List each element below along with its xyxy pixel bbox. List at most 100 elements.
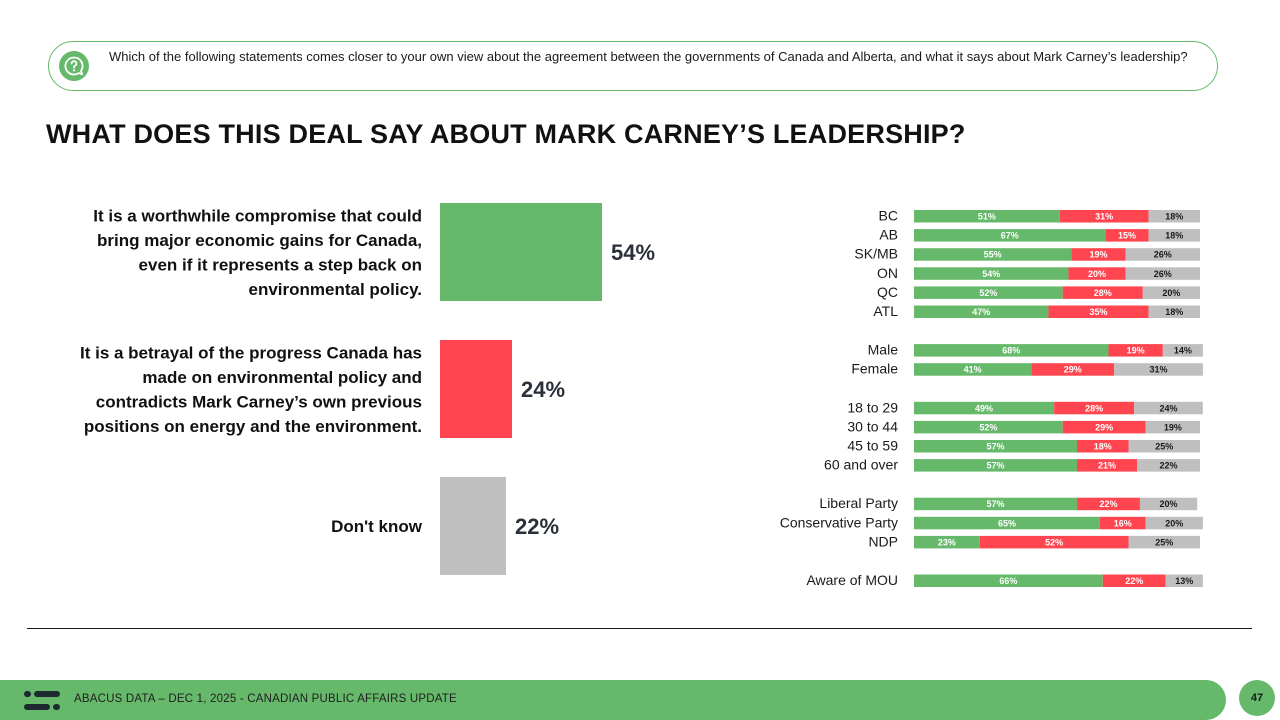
segment-2-1-0 xyxy=(914,420,1063,434)
demographic-breakdown-chart: BC 51% 31% 18% AB 67% 15% 18% SK/MB 55% 19% 26% ON 54… xyxy=(780,208,1203,588)
segment-label-0-4-0: 52% xyxy=(979,288,997,298)
segment-label-3-0-2: 20% xyxy=(1160,499,1178,509)
question-bubble-icon xyxy=(59,51,89,81)
row-label-3-2: NDP xyxy=(868,533,898,549)
segment-label-0-5-0: 47% xyxy=(972,307,990,317)
segment-3-1-2 xyxy=(1145,516,1203,530)
segment-3-1-0 xyxy=(914,516,1100,530)
segment-2-1-2 xyxy=(1145,420,1200,434)
segment-label-3-1-2: 20% xyxy=(1165,518,1183,528)
row-label-0-0: BC xyxy=(879,208,898,224)
segment-2-1-1 xyxy=(1062,420,1146,434)
segment-label-2-3-1: 21% xyxy=(1098,461,1116,471)
segment-0-1-1 xyxy=(1105,229,1149,242)
segment-label-2-0-0: 49% xyxy=(975,403,993,413)
segment-label-0-2-2: 26% xyxy=(1154,250,1172,260)
segment-label-1-0-2: 14% xyxy=(1174,346,1192,356)
segment-0-1-2 xyxy=(1148,229,1200,242)
segment-label-2-2-2: 25% xyxy=(1155,442,1173,452)
segment-3-0-2 xyxy=(1139,497,1198,511)
segment-label-4-0-0: 66% xyxy=(999,576,1017,586)
segment-0-5-2 xyxy=(1148,305,1200,318)
segment-label-3-2-1: 52% xyxy=(1045,537,1063,547)
segment-0-3-2 xyxy=(1125,267,1200,280)
overall-category-label-2: Don't know xyxy=(331,517,423,536)
segment-label-4-0-2: 13% xyxy=(1175,576,1193,586)
segment-label-1-0-0: 68% xyxy=(1002,346,1020,356)
segment-label-0-5-2: 18% xyxy=(1165,307,1183,317)
segment-3-2-0 xyxy=(914,535,980,549)
segment-label-2-1-0: 52% xyxy=(979,422,997,432)
footer-text: ABACUS DATA – DEC 1, 2025 - CANADIAN PUB… xyxy=(74,693,457,705)
segment-label-3-0-0: 57% xyxy=(987,499,1005,509)
overall-bar-1 xyxy=(440,340,512,438)
segment-1-0-2 xyxy=(1162,344,1203,357)
overall-value-label-2: 22% xyxy=(515,514,559,539)
segment-2-2-2 xyxy=(1128,440,1200,453)
segment-0-1-0 xyxy=(914,229,1106,242)
overall-value-label-0: 54% xyxy=(611,240,655,265)
segment-label-0-0-0: 51% xyxy=(978,212,996,222)
segment-label-0-1-0: 67% xyxy=(1001,231,1019,241)
segment-label-2-2-0: 57% xyxy=(987,442,1005,452)
row-label-3-1: Conservative Party xyxy=(780,514,898,530)
segment-0-5-1 xyxy=(1048,305,1149,318)
segment-2-0-1 xyxy=(1054,401,1135,415)
overall-results-chart: 54% It is a worthwhile compromise that co… xyxy=(80,203,655,575)
row-label-1-1: Female xyxy=(851,361,898,377)
segment-0-4-1 xyxy=(1062,286,1143,299)
segment-label-0-0-1: 31% xyxy=(1095,212,1113,222)
segment-3-2-2 xyxy=(1128,535,1200,549)
overall-bar-2 xyxy=(440,477,506,575)
page-title: WHAT DOES THIS DEAL SAY ABOUT MARK CARNE… xyxy=(46,119,966,149)
segment-label-3-1-1: 16% xyxy=(1114,518,1132,528)
segment-label-0-4-1: 28% xyxy=(1094,288,1112,298)
segment-2-3-1 xyxy=(1077,459,1138,472)
segment-label-3-2-2: 25% xyxy=(1155,537,1173,547)
row-label-0-5: ATL xyxy=(873,303,898,319)
footer-bar: ABACUS DATA – DEC 1, 2025 - CANADIAN PUB… xyxy=(0,680,1226,720)
segment-4-0-2 xyxy=(1165,574,1203,587)
segment-label-0-3-2: 26% xyxy=(1154,269,1172,279)
segment-1-1-0 xyxy=(914,363,1032,376)
segment-2-3-2 xyxy=(1137,459,1200,472)
segment-label-2-3-0: 57% xyxy=(987,461,1005,471)
segment-0-3-0 xyxy=(914,267,1069,280)
segment-3-1-1 xyxy=(1099,516,1146,530)
segment-1-0-0 xyxy=(914,344,1109,357)
segment-label-2-1-2: 19% xyxy=(1164,422,1182,432)
segment-label-2-1-1: 29% xyxy=(1095,422,1113,432)
segment-label-0-1-1: 15% xyxy=(1118,231,1136,241)
segment-label-0-2-1: 19% xyxy=(1089,250,1107,260)
row-label-0-2: SK/MB xyxy=(854,246,898,262)
row-label-2-1: 30 to 44 xyxy=(847,418,898,434)
segment-label-2-3-2: 22% xyxy=(1160,461,1178,471)
overall-bar-0 xyxy=(440,203,602,301)
segment-label-1-0-1: 19% xyxy=(1127,346,1145,356)
segment-label-1-1-2: 31% xyxy=(1150,365,1168,375)
segment-label-3-0-1: 22% xyxy=(1099,499,1117,509)
abacus-logo-icon xyxy=(24,691,60,710)
segment-label-0-5-1: 35% xyxy=(1089,307,1107,317)
question-text: Which of the following statements comes … xyxy=(109,49,1188,64)
segment-0-0-0 xyxy=(914,210,1060,223)
segment-label-0-2-0: 55% xyxy=(984,250,1002,260)
segment-0-2-2 xyxy=(1125,248,1200,261)
divider xyxy=(27,628,1252,629)
overall-category-label-1: It is a betrayal of the progress Canada … xyxy=(80,343,422,436)
segment-label-1-1-1: 29% xyxy=(1064,365,1082,375)
segment-3-0-0 xyxy=(914,497,1078,511)
segment-2-0-0 xyxy=(914,401,1055,415)
segment-1-1-1 xyxy=(1031,363,1115,376)
row-label-1-0: Male xyxy=(868,342,899,358)
segment-3-2-1 xyxy=(979,535,1129,549)
page-number: 47 xyxy=(1239,680,1275,716)
segment-2-0-2 xyxy=(1134,401,1203,415)
segment-1-0-1 xyxy=(1108,344,1163,357)
segment-label-0-3-0: 54% xyxy=(982,269,1000,279)
row-label-0-4: QC xyxy=(877,284,898,300)
segment-0-0-2 xyxy=(1148,210,1200,223)
segment-label-2-0-2: 24% xyxy=(1160,403,1178,413)
segment-4-0-0 xyxy=(914,574,1103,587)
row-label-0-3: ON xyxy=(877,265,898,281)
